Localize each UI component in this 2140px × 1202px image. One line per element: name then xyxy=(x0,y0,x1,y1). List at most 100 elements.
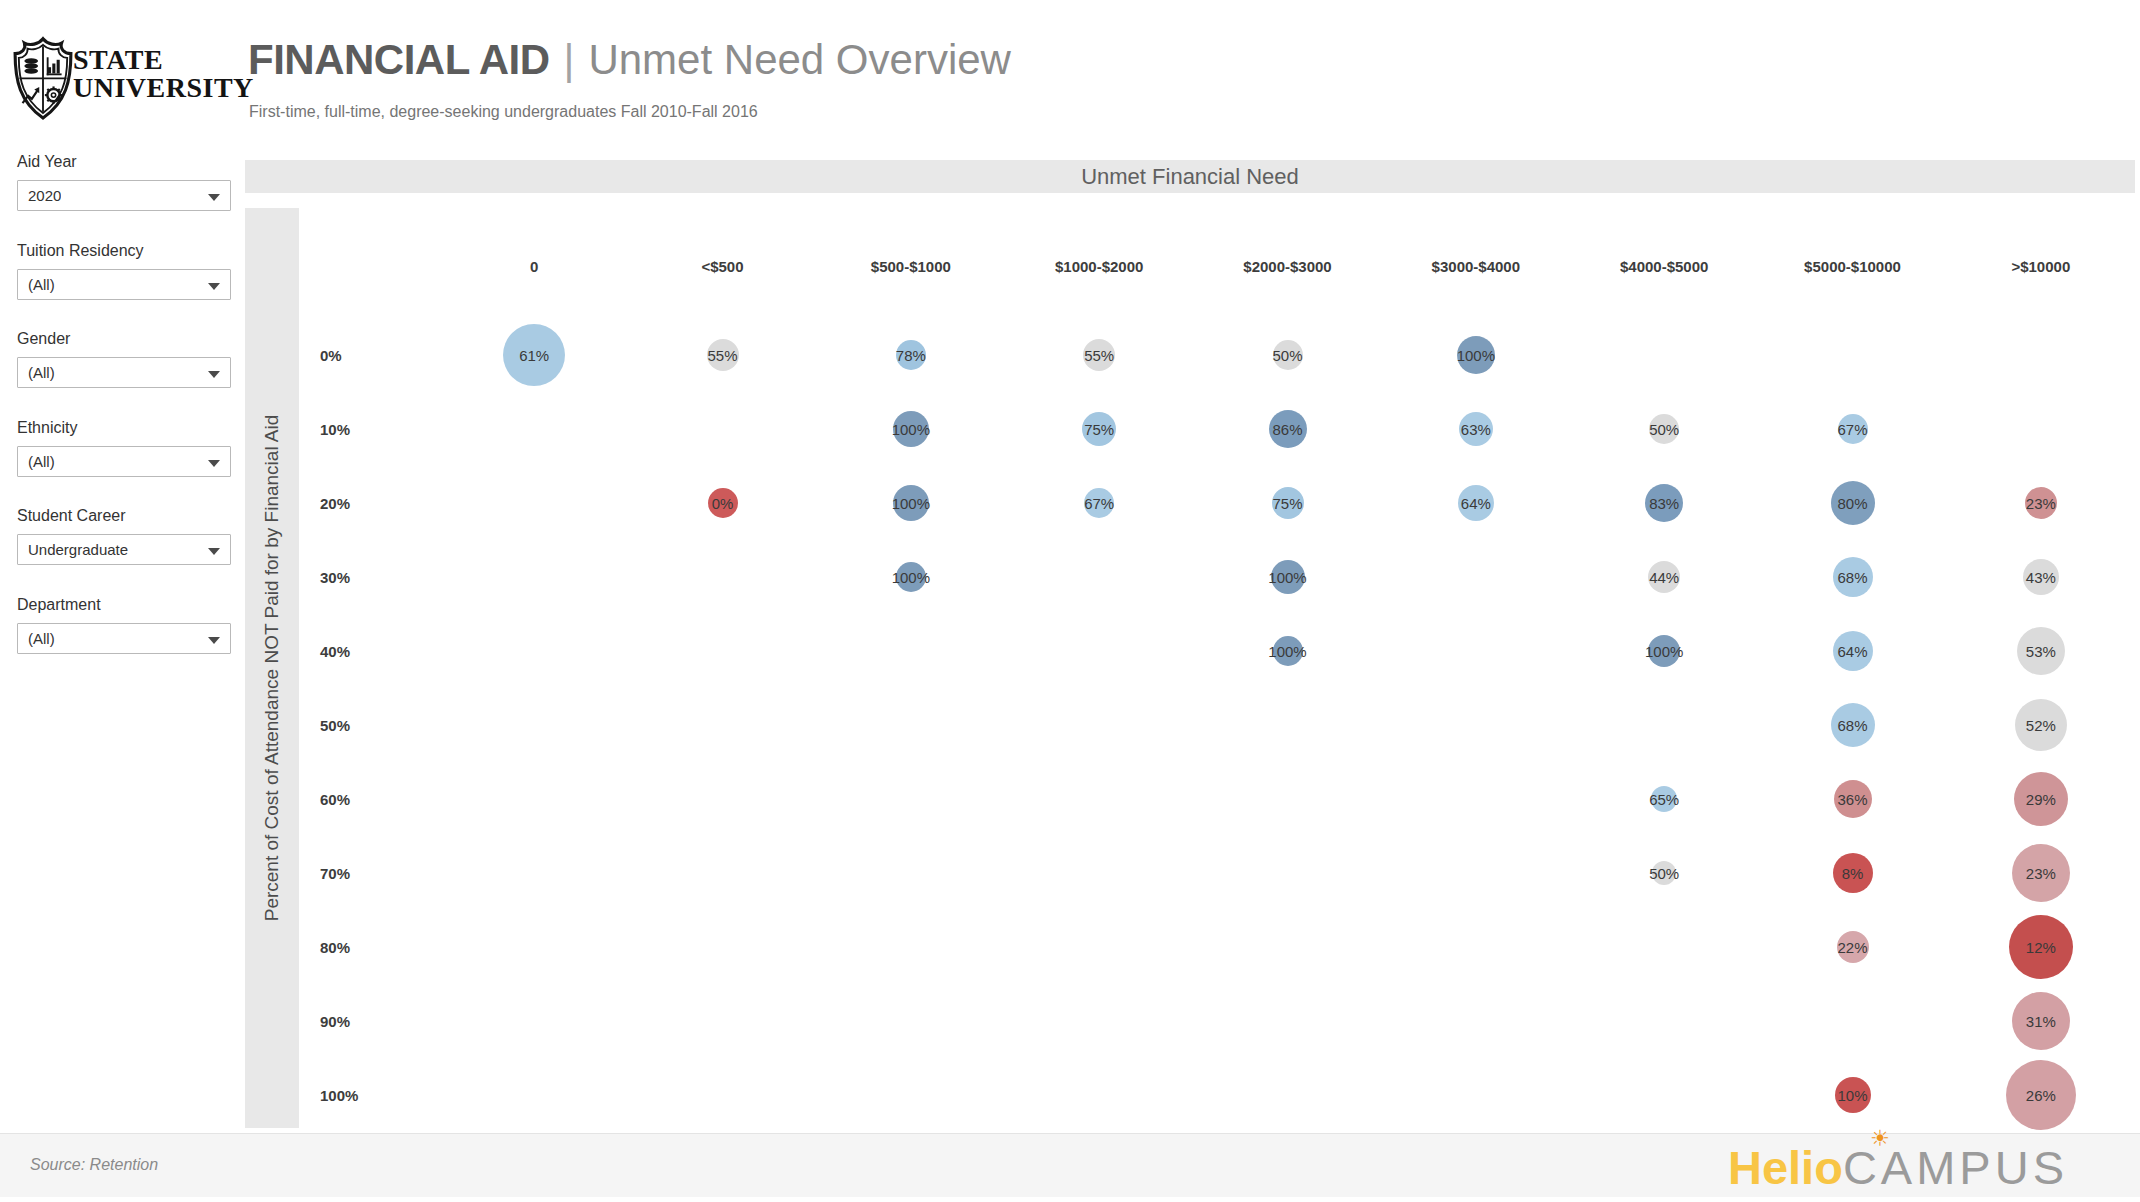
tuition-residency-dropdown[interactable]: (All) xyxy=(17,269,231,300)
brand-helio: Helio xyxy=(1728,1141,1843,1194)
bubble-value-label: 53% xyxy=(2026,643,2056,660)
bubble-value-label: 100% xyxy=(892,421,930,438)
bubble-mark[interactable]: 61% xyxy=(503,324,565,386)
title-separator: | xyxy=(550,36,589,83)
bubble-mark[interactable]: 64% xyxy=(1458,485,1494,521)
bubble-mark[interactable]: 78% xyxy=(896,340,926,370)
bubble-value-label: 80% xyxy=(1837,495,1867,512)
bubble-value-label: 65% xyxy=(1649,791,1679,808)
bubble-mark[interactable]: 8% xyxy=(1833,853,1873,893)
gender-dropdown[interactable]: (All) xyxy=(17,357,231,388)
filter-aid-year: Aid Year 2020 xyxy=(17,153,232,211)
row-label: 10% xyxy=(320,421,350,438)
chevron-down-icon xyxy=(208,283,220,290)
chevron-down-icon xyxy=(208,194,220,201)
row-label-column: 0%10%20%30%40%50%60%70%80%90%100% xyxy=(320,318,430,1132)
bubble-mark[interactable]: 26% xyxy=(2006,1060,2076,1130)
bubble-mark[interactable]: 80% xyxy=(1831,481,1875,525)
bubble-mark[interactable]: 100% xyxy=(893,485,929,521)
page-title-primary: FINANCIAL AID xyxy=(248,36,550,83)
chevron-down-icon xyxy=(208,460,220,467)
row-label: 60% xyxy=(320,791,350,808)
filter-gender: Gender (All) xyxy=(17,330,232,388)
bubble-mark[interactable]: 29% xyxy=(2014,772,2068,826)
bubble-value-label: 100% xyxy=(1645,643,1683,660)
bubble-mark[interactable]: 50% xyxy=(1273,340,1303,370)
bubble-value-label: 50% xyxy=(1272,347,1302,364)
aid-year-dropdown[interactable]: 2020 xyxy=(17,180,231,211)
bubble-mark[interactable]: 63% xyxy=(1459,412,1493,446)
bubble-mark[interactable]: 65% xyxy=(1651,786,1677,812)
bubble-value-label: 67% xyxy=(1084,495,1114,512)
filter-department: Department (All) xyxy=(17,596,232,654)
column-header: $2000-$3000 xyxy=(1243,258,1331,275)
bubble-mark[interactable]: 86% xyxy=(1269,410,1307,448)
row-label: 90% xyxy=(320,1013,350,1030)
bubble-mark[interactable]: 100% xyxy=(1271,560,1305,594)
bubble-mark[interactable]: 0% xyxy=(708,488,738,518)
row-label: 80% xyxy=(320,939,350,956)
bubble-mark[interactable]: 64% xyxy=(1833,631,1873,671)
bubble-mark[interactable]: 55% xyxy=(707,339,739,371)
column-header: $4000-$5000 xyxy=(1620,258,1708,275)
bubble-mark[interactable]: 53% xyxy=(2017,627,2065,675)
bubble-value-label: 83% xyxy=(1649,495,1679,512)
student-career-dropdown[interactable]: Undergraduate xyxy=(17,534,231,565)
bubble-mark[interactable]: 50% xyxy=(1652,861,1676,885)
bubble-mark[interactable]: 75% xyxy=(1082,412,1116,446)
column-header: $3000-$4000 xyxy=(1432,258,1520,275)
heliocampus-logo: Helio☀CAMPUS xyxy=(1728,1140,2068,1195)
bubble-mark[interactable]: 36% xyxy=(1834,780,1872,818)
university-shield-logo xyxy=(12,36,74,122)
bubble-mark[interactable]: 100% xyxy=(1457,336,1495,374)
bubble-value-label: 75% xyxy=(1084,421,1114,438)
bubble-mark[interactable]: 31% xyxy=(2012,992,2070,1050)
bubble-value-label: 55% xyxy=(707,347,737,364)
page-subtitle: First-time, full-time, degree-seeking un… xyxy=(249,103,758,121)
bubble-value-label: 78% xyxy=(896,347,926,364)
bubble-value-label: 100% xyxy=(892,495,930,512)
chevron-down-icon xyxy=(208,548,220,555)
bubble-value-label: 55% xyxy=(1084,347,1114,364)
filter-label: Tuition Residency xyxy=(17,242,232,260)
bubble-mark[interactable]: 67% xyxy=(1084,488,1114,518)
bubble-value-label: 8% xyxy=(1842,865,1864,882)
sun-icon: ☀ xyxy=(1870,1126,1890,1152)
bubble-mark[interactable]: 44% xyxy=(1648,561,1680,593)
row-label: 70% xyxy=(320,865,350,882)
bubble-mark[interactable]: 23% xyxy=(2025,487,2057,519)
bubble-mark[interactable]: 10% xyxy=(1835,1077,1871,1113)
bubble-mark[interactable]: 55% xyxy=(1083,339,1115,371)
bubble-mark[interactable]: 43% xyxy=(2023,559,2059,595)
department-dropdown[interactable]: (All) xyxy=(17,623,231,654)
bubble-mark[interactable]: 68% xyxy=(1833,557,1873,597)
bubble-value-label: 29% xyxy=(2026,791,2056,808)
bubble-mark[interactable]: 100% xyxy=(896,562,926,592)
column-header: $500-$1000 xyxy=(871,258,951,275)
filter-tuition-residency: Tuition Residency (All) xyxy=(17,242,232,300)
bubble-mark[interactable]: 100% xyxy=(1648,635,1680,667)
column-header: $1000-$2000 xyxy=(1055,258,1143,275)
bubble-mark[interactable]: 68% xyxy=(1831,703,1875,747)
bubble-value-label: 50% xyxy=(1649,865,1679,882)
dropdown-value: 2020 xyxy=(28,187,61,204)
bubble-mark[interactable]: 22% xyxy=(1837,931,1869,963)
filter-student-career: Student Career Undergraduate xyxy=(17,507,232,565)
bubble-mark[interactable]: 50% xyxy=(1649,414,1679,444)
row-label: 100% xyxy=(320,1087,358,1104)
y-axis-label: Percent of Cost of Attendance NOT Paid f… xyxy=(261,415,283,922)
column-header-row: 0<$500$500-$1000$1000-$2000$2000-$3000$3… xyxy=(440,248,2135,288)
filter-label: Aid Year xyxy=(17,153,232,171)
bubble-mark[interactable]: 23% xyxy=(2012,844,2070,902)
bubble-mark[interactable]: 75% xyxy=(1272,487,1304,519)
bubble-mark[interactable]: 67% xyxy=(1838,414,1868,444)
bubble-mark[interactable]: 12% xyxy=(2009,915,2073,979)
filter-label: Ethnicity xyxy=(17,419,232,437)
bubble-value-label: 86% xyxy=(1272,421,1302,438)
bubble-mark[interactable]: 100% xyxy=(893,411,929,447)
bubble-value-label: 22% xyxy=(1837,939,1867,956)
bubble-mark[interactable]: 52% xyxy=(2015,699,2067,751)
bubble-mark[interactable]: 100% xyxy=(1273,636,1303,666)
ethnicity-dropdown[interactable]: (All) xyxy=(17,446,231,477)
bubble-mark[interactable]: 83% xyxy=(1645,484,1683,522)
